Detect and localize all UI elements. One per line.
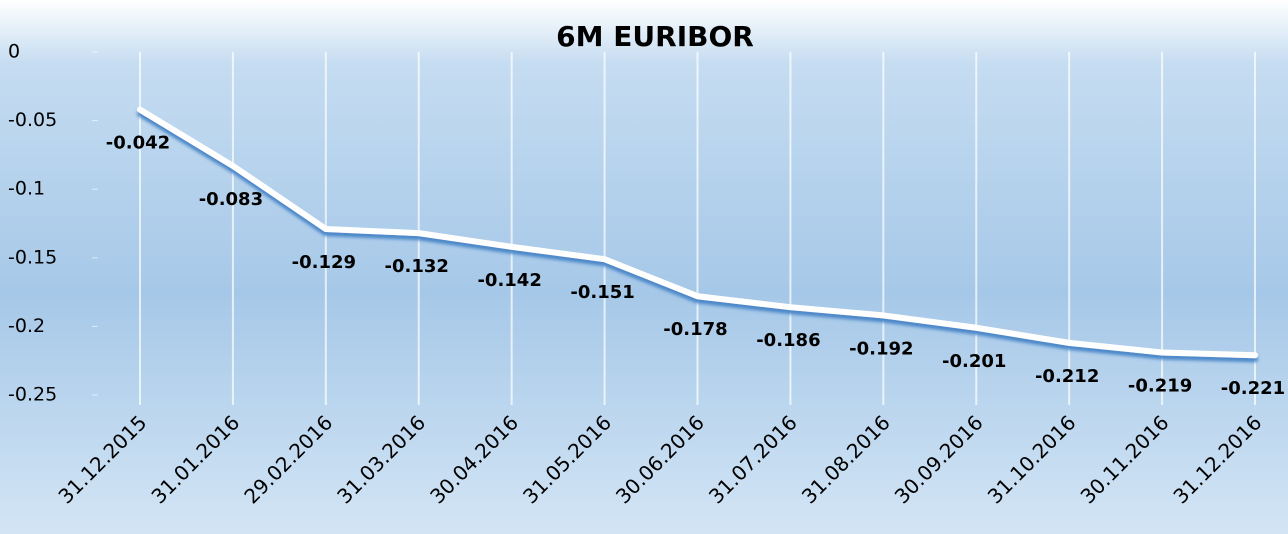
data-label: -0.201 <box>942 351 1006 372</box>
y-tick-label: -0.25 <box>8 384 57 406</box>
data-label: -0.221 <box>1221 378 1285 399</box>
data-label: -0.132 <box>385 256 449 277</box>
data-label: -0.142 <box>477 270 541 291</box>
line <box>137 106 1258 359</box>
y-tick-label: -0.1 <box>8 178 45 200</box>
y-tick-label: -0.2 <box>8 315 45 337</box>
data-label: -0.151 <box>570 282 634 303</box>
y-tick-label: -0.15 <box>8 246 57 268</box>
data-label: -0.186 <box>756 330 820 351</box>
data-label: -0.083 <box>199 189 263 210</box>
chart-title: 6M EURIBOR <box>556 20 754 53</box>
data-label: -0.212 <box>1035 366 1099 387</box>
data-label: -0.178 <box>663 319 727 340</box>
data-label: -0.192 <box>849 338 913 359</box>
y-tick-label: -0.05 <box>8 109 57 131</box>
data-label: -0.042 <box>106 133 170 154</box>
data-label: -0.129 <box>292 252 356 273</box>
y-tick-label: 0 <box>8 41 20 63</box>
data-label: -0.219 <box>1128 375 1192 396</box>
